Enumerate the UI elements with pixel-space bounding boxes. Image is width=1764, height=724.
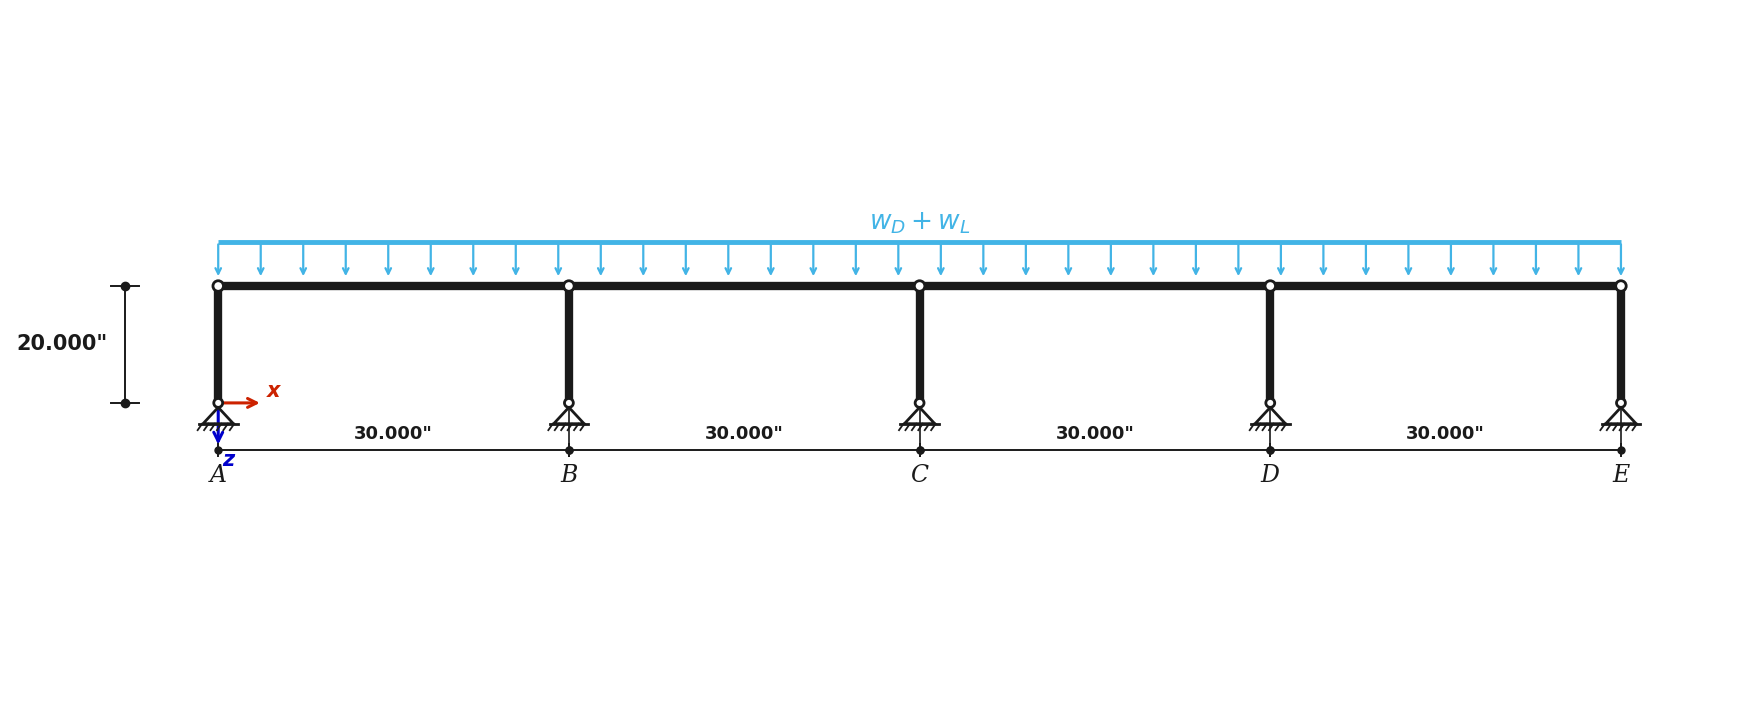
Circle shape bbox=[914, 281, 924, 291]
Circle shape bbox=[916, 398, 924, 408]
Circle shape bbox=[213, 398, 222, 408]
Text: 30.000": 30.000" bbox=[706, 425, 783, 443]
Text: 30.000": 30.000" bbox=[1406, 425, 1485, 443]
Text: A: A bbox=[210, 463, 228, 487]
Text: 20.000": 20.000" bbox=[16, 334, 108, 355]
Circle shape bbox=[213, 281, 224, 291]
Text: $w_D + w_L$: $w_D + w_L$ bbox=[868, 210, 970, 236]
Circle shape bbox=[1616, 281, 1626, 291]
Text: z: z bbox=[222, 450, 235, 470]
Circle shape bbox=[1616, 398, 1625, 408]
Circle shape bbox=[564, 398, 573, 408]
Text: x: x bbox=[268, 381, 280, 400]
Text: 30.000": 30.000" bbox=[355, 425, 432, 443]
Circle shape bbox=[1267, 398, 1275, 408]
Text: 30.000": 30.000" bbox=[1055, 425, 1134, 443]
Text: D: D bbox=[1261, 463, 1279, 487]
Text: B: B bbox=[561, 463, 577, 487]
Text: C: C bbox=[910, 463, 928, 487]
Circle shape bbox=[564, 281, 573, 291]
Text: E: E bbox=[1612, 463, 1630, 487]
Circle shape bbox=[1265, 281, 1275, 291]
